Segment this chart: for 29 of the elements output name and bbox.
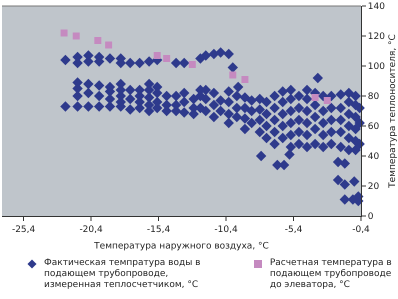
point bbox=[241, 76, 248, 83]
point bbox=[324, 97, 331, 104]
x-tick-label: -5,4 bbox=[284, 224, 303, 235]
point bbox=[154, 52, 161, 59]
y-tick-label: 120 bbox=[368, 32, 386, 42]
legend-label: Расчетная температура в подающем трубопроводе до элеватора, °С bbox=[270, 258, 393, 291]
point bbox=[105, 42, 112, 48]
point bbox=[163, 55, 170, 62]
point bbox=[60, 30, 68, 36]
point bbox=[312, 94, 319, 101]
point bbox=[188, 61, 196, 68]
y-tick-label: 140 bbox=[368, 2, 386, 12]
y-tick-label: 100 bbox=[368, 62, 386, 72]
y-tick-label: 60 bbox=[368, 122, 380, 132]
point bbox=[94, 37, 102, 44]
y-tick-label: 20 bbox=[368, 182, 380, 192]
point bbox=[229, 72, 236, 78]
x-axis-title: Температура наружного воздуха, °С bbox=[93, 242, 269, 252]
x-tick-label: -10,4 bbox=[214, 224, 238, 235]
x-tick-label: -25,4 bbox=[12, 224, 36, 235]
x-tick-label: -20,4 bbox=[79, 224, 103, 235]
y-tick-label: 40 bbox=[368, 152, 380, 162]
point bbox=[72, 32, 80, 40]
y-tick-label: 0 bbox=[368, 212, 374, 222]
x-tick-label: -15,4 bbox=[146, 224, 170, 235]
y-axis-title: Температура теплоносителя, °С bbox=[388, 34, 398, 189]
legend-label: Фактическая темпратура воды в подающем трубопроводе, измеренная теплосчетчиком, °С bbox=[44, 258, 202, 291]
x-tick-label: -0,4 bbox=[352, 224, 370, 235]
y-tick-label: 80 bbox=[368, 92, 380, 102]
